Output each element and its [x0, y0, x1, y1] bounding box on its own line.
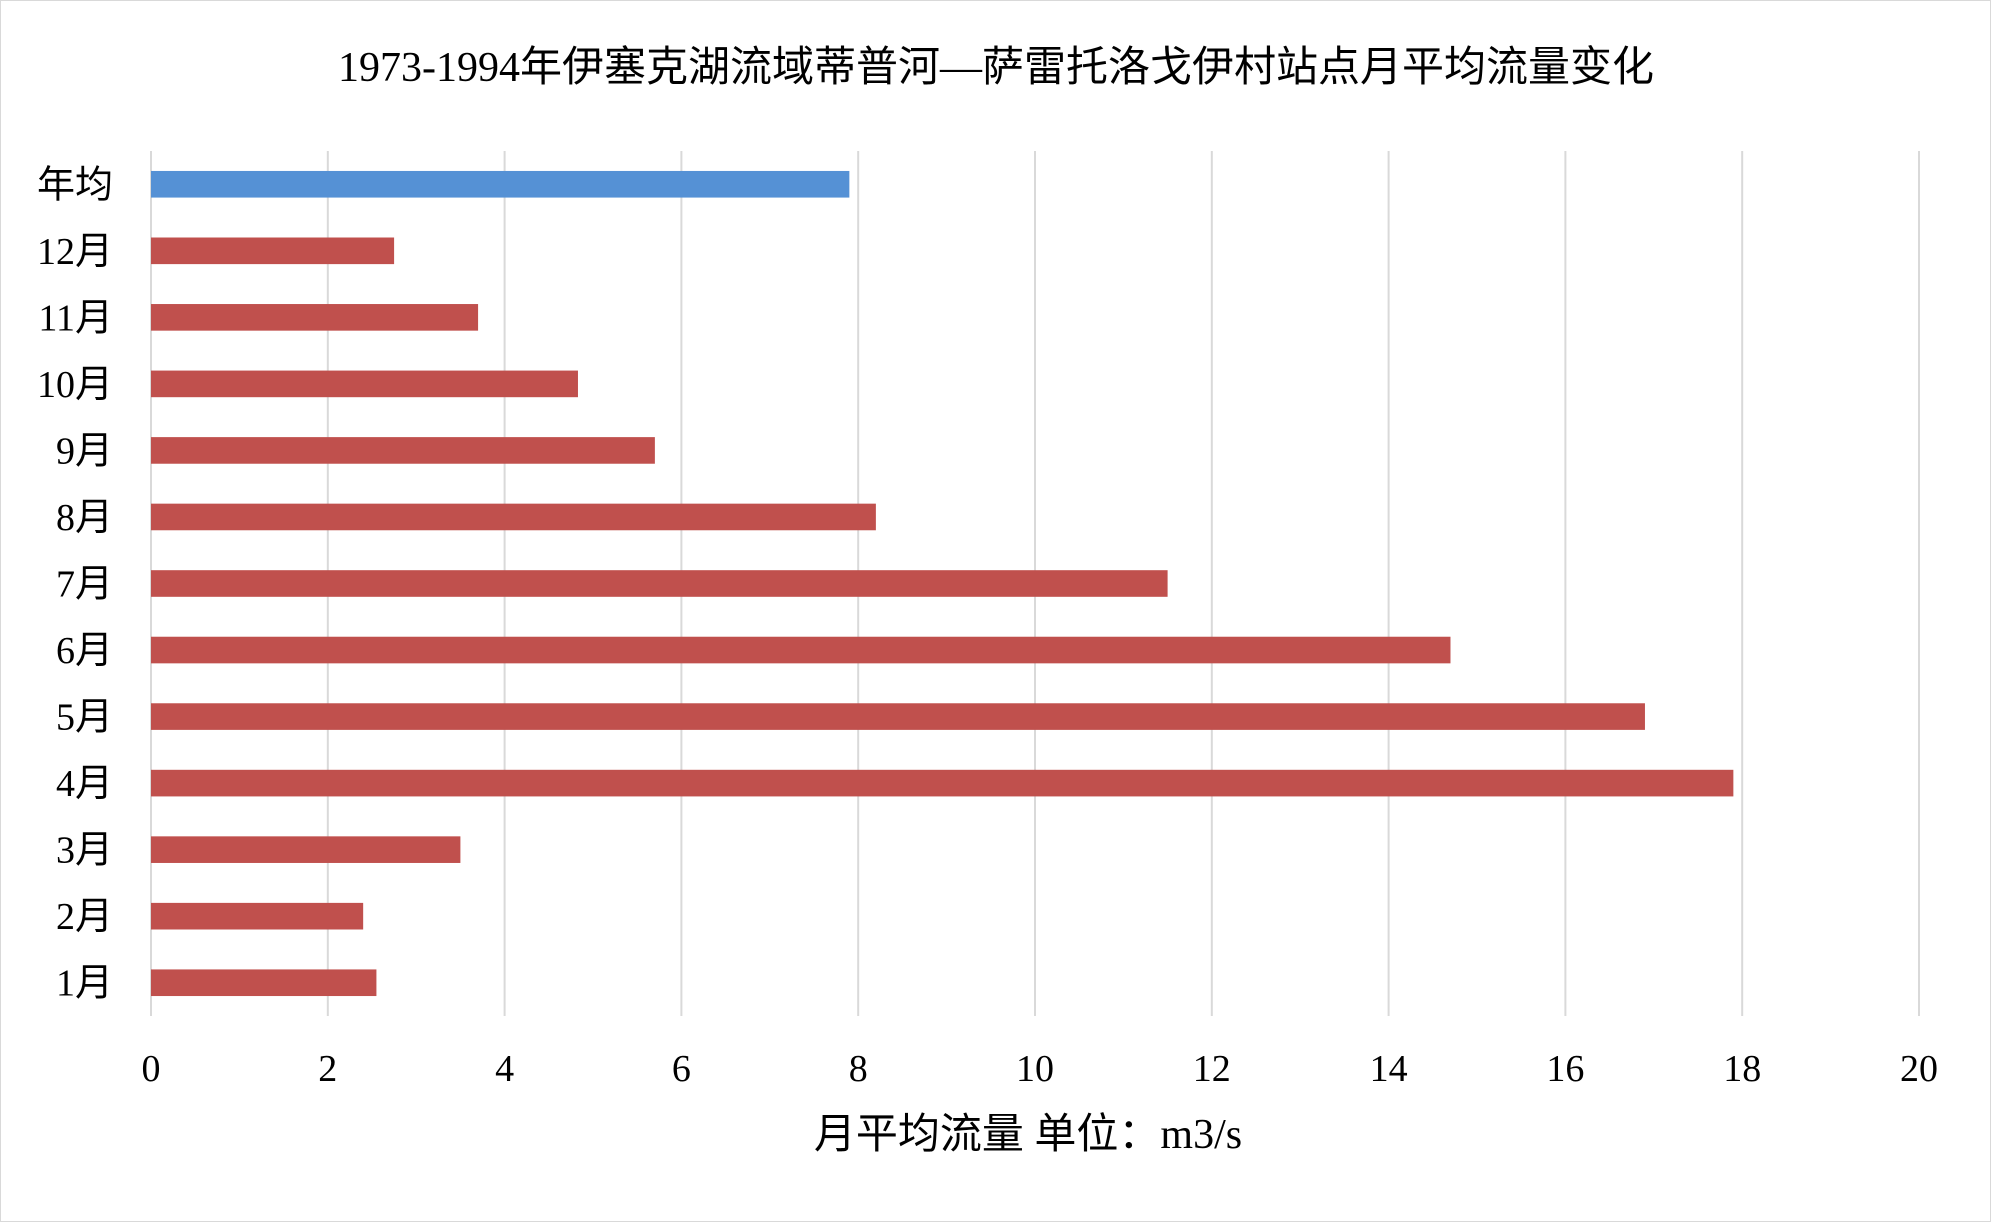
bar — [151, 237, 395, 265]
x-tick-label: 16 — [1546, 1048, 1584, 1090]
x-tick-labels: 0 2 4 6 8 10 12 14 16 18 20 — [142, 1048, 1939, 1090]
bars — [151, 170, 1734, 997]
x-tick-label: 8 — [849, 1048, 868, 1090]
category-label: 3月 — [56, 830, 113, 872]
x-tick-label: 20 — [1900, 1048, 1938, 1090]
x-tick-label: 6 — [672, 1048, 691, 1090]
category-label: 6月 — [56, 630, 113, 672]
x-tick-label: 10 — [1016, 1048, 1054, 1090]
bar — [151, 170, 850, 198]
category-label: 2月 — [56, 896, 113, 938]
bar — [151, 370, 578, 398]
bar — [151, 902, 364, 930]
x-axis-title: 月平均流量 单位：m3/s — [814, 1111, 1242, 1158]
bar — [151, 304, 479, 331]
x-tick-label: 2 — [318, 1048, 337, 1090]
chart-title: 1973-1994年伊塞克湖流域蒂普河—萨雷托洛戈伊村站点月平均流量变化 — [338, 44, 1654, 91]
category-label: 10月 — [37, 364, 113, 406]
x-tick-label: 18 — [1723, 1048, 1761, 1090]
category-label: 1月 — [56, 963, 113, 1005]
x-tick-label: 0 — [142, 1048, 161, 1090]
x-tick-label: 4 — [495, 1048, 514, 1090]
x-tick-label: 12 — [1193, 1048, 1231, 1090]
x-tick-label: 14 — [1370, 1048, 1408, 1090]
category-label: 4月 — [56, 763, 113, 805]
category-labels: 年均 12月 11月 10月 9月 8月 7月 6月 5月 4月 3月 2月 1月 — [37, 164, 113, 1004]
bar — [151, 769, 1734, 797]
category-label: 5月 — [56, 697, 113, 739]
bar — [151, 836, 461, 863]
category-label: 9月 — [56, 430, 113, 472]
bar — [151, 437, 655, 464]
bar — [151, 703, 1645, 730]
bar — [151, 969, 377, 997]
category-label: 11月 — [38, 297, 113, 339]
category-label: 12月 — [37, 231, 113, 273]
category-label: 7月 — [56, 564, 113, 606]
bar — [151, 570, 1168, 597]
bar — [151, 503, 876, 531]
bar — [151, 636, 1451, 664]
category-label: 8月 — [56, 497, 113, 539]
category-label: 年均 — [37, 164, 113, 206]
